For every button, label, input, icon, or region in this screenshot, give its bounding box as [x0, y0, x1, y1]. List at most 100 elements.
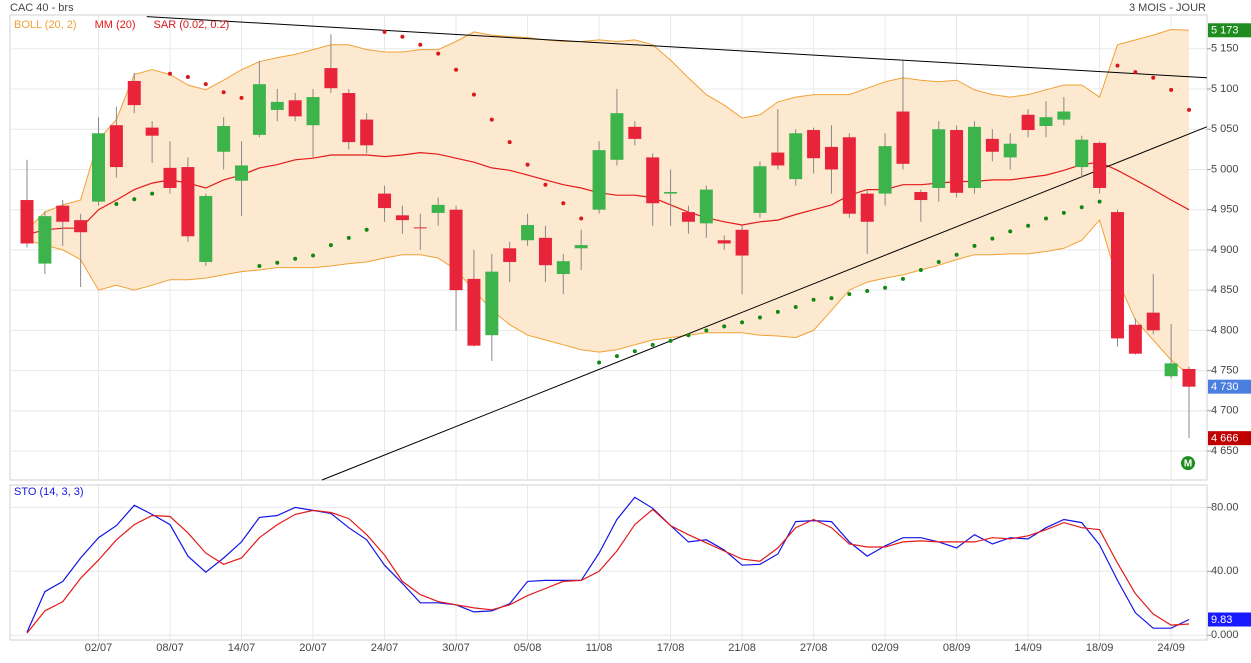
sar-dot: [1187, 107, 1191, 112]
candle-body: [932, 129, 946, 188]
candle-body: [1128, 324, 1142, 354]
sar-dot: [579, 216, 584, 221]
y-tick-label: 4 750: [1211, 364, 1239, 376]
y-tick-label: 80.00: [1211, 501, 1239, 513]
sar-dot: [757, 315, 762, 320]
candle-body: [699, 189, 713, 224]
sar-dot: [1026, 223, 1031, 228]
candle-body: [109, 125, 123, 168]
marker-label: M: [1184, 458, 1192, 469]
candle-body: [878, 146, 892, 194]
ma-line: [26, 151, 1190, 236]
x-tick-label: 27/08: [800, 642, 828, 654]
sar-dot: [114, 202, 119, 207]
candle-body: [360, 119, 374, 146]
candle-body: [610, 113, 624, 160]
y-tick-label: 5 000: [1211, 163, 1239, 175]
sar-dot: [990, 236, 995, 241]
price-tag-label: 4 666: [1211, 433, 1239, 445]
candle-body: [1057, 111, 1071, 120]
candle-body: [38, 216, 52, 264]
candle-body: [485, 271, 499, 336]
sar-dot: [525, 162, 530, 167]
candle-body: [217, 126, 231, 152]
candle-body: [574, 245, 588, 249]
candle-body: [1039, 117, 1053, 127]
candle-body: [127, 80, 141, 106]
chart-title: CAC 40 - brs: [10, 2, 74, 14]
x-tick-label: 30/07: [442, 642, 470, 654]
candle-body: [324, 68, 338, 89]
trendline: [146, 16, 1207, 79]
sar-dot: [239, 95, 244, 100]
sar-dot: [418, 42, 423, 47]
sar-dot: [185, 74, 190, 79]
candle-body: [449, 209, 463, 291]
candle-body: [145, 127, 159, 136]
sar-dot: [1133, 70, 1138, 75]
sar-dot: [471, 92, 476, 97]
x-tick-label: 20/07: [299, 642, 327, 654]
candle-body: [967, 126, 981, 188]
marker-badge: [1181, 456, 1195, 471]
sar-dot: [293, 256, 298, 261]
candle-body: [789, 133, 803, 180]
sar-dot: [936, 259, 941, 264]
candle-body: [378, 193, 392, 209]
sto-line: [26, 508, 1190, 634]
sar-dot: [454, 67, 459, 72]
sar-dot: [740, 320, 745, 325]
candle-body: [1182, 368, 1196, 387]
sar-dot: [1151, 75, 1156, 80]
x-tick-label: 14/09: [1014, 642, 1042, 654]
sar-dot: [150, 191, 155, 196]
sar-dot: [686, 333, 691, 338]
candle-body: [288, 100, 302, 117]
y-tick-label: 4 700: [1211, 405, 1239, 417]
candle-body: [717, 240, 731, 244]
sar-dot: [793, 305, 798, 310]
candle-body: [431, 204, 445, 213]
x-tick-label: 08/09: [943, 642, 971, 654]
candle-body: [270, 101, 284, 110]
sar-dot: [722, 324, 727, 329]
legend-entry: SAR (0.02, 0.2): [154, 19, 230, 31]
y-tick-label: 5 100: [1211, 83, 1239, 95]
sar-dot: [436, 51, 441, 56]
sar-dot: [346, 235, 351, 240]
sar-dot: [900, 276, 905, 281]
y-tick-label: 4 800: [1211, 324, 1239, 336]
sar-dot: [364, 227, 369, 232]
sar-dot: [865, 288, 870, 293]
y-tick-label: 4 650: [1211, 445, 1239, 457]
sar-dot: [132, 197, 137, 202]
candle-body: [664, 191, 678, 194]
sar-dot: [1043, 216, 1048, 221]
candle-body: [556, 261, 570, 275]
candle-body: [395, 215, 409, 221]
candle-body: [1003, 143, 1017, 158]
candle-body: [753, 166, 767, 213]
candle-body: [199, 196, 213, 262]
sar-dot: [400, 34, 405, 39]
price-tag: [1208, 23, 1251, 38]
period: 3 MOIS - JOUR: [1129, 2, 1206, 14]
candle-body: [92, 133, 106, 202]
candle-body: [824, 146, 838, 170]
candle-body: [413, 227, 427, 229]
candle-body: [1021, 114, 1035, 131]
panel-frame: [9, 484, 1208, 641]
x-tick-label: 02/07: [85, 642, 113, 654]
candle-body: [503, 248, 517, 262]
y-tick-label: 0.000: [1211, 629, 1239, 641]
sar-dot: [275, 260, 280, 265]
sar-dot: [775, 309, 780, 314]
sar-dot: [328, 243, 333, 248]
candle-body: [807, 130, 821, 159]
sar-dot: [221, 90, 226, 95]
candle-body: [646, 157, 660, 204]
candle-body: [538, 237, 552, 266]
candle-body: [1093, 142, 1107, 188]
x-tick-label: 24/09: [1157, 642, 1185, 654]
